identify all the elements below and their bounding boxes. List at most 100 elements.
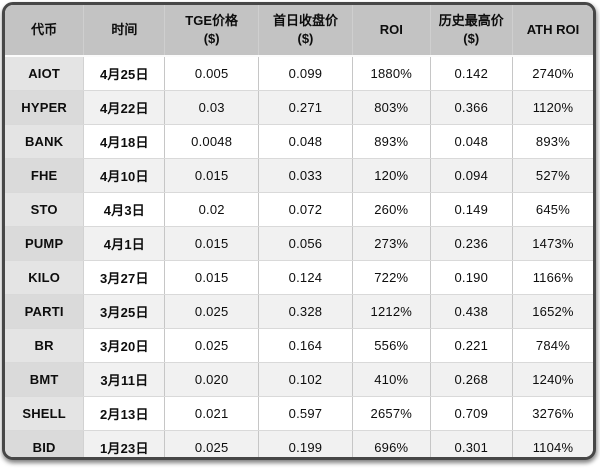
table-cell: 0.015 bbox=[164, 158, 259, 193]
table-cell: 696% bbox=[352, 430, 431, 457]
column-header-4: 首日收盘价 ($) bbox=[258, 5, 353, 57]
table-cell: 2月13日 bbox=[83, 396, 166, 431]
table-cell: 1652% bbox=[512, 294, 593, 329]
table-row-sto: STO 4月3日 0.02 0.072 260% 0.149 645% bbox=[5, 192, 593, 227]
table-cell: 1240% bbox=[512, 362, 593, 397]
table-cell: 0.366 bbox=[430, 90, 513, 125]
table-cell: 0.025 bbox=[164, 430, 259, 457]
table-cell: 0.268 bbox=[430, 362, 513, 397]
table-cell: 0.328 bbox=[258, 294, 353, 329]
table-cell: 0.025 bbox=[164, 294, 259, 329]
table-cell: 1104% bbox=[512, 430, 593, 457]
table-cell: 1月23日 bbox=[83, 430, 166, 457]
table-cell: 410% bbox=[352, 362, 431, 397]
table-cell: 0.164 bbox=[258, 328, 353, 363]
table-cell: 0.02 bbox=[164, 192, 259, 227]
table-row-pump: PUMP 4月1日 0.015 0.056 273% 0.236 1473% bbox=[5, 226, 593, 261]
token-roi-table-card: 代币 时间 TGE价格 ($) 首日收盘价 ($) ROI 历史最高价 ($) ATH RO… bbox=[2, 2, 596, 460]
table-row-parti: PARTI 3月25日 0.025 0.328 1212% 0.438 1652% bbox=[5, 294, 593, 329]
table-cell: 0.709 bbox=[430, 396, 513, 431]
table-cell: 4月18日 bbox=[83, 124, 166, 159]
table-cell: 0.094 bbox=[430, 158, 513, 193]
table-cell: 1212% bbox=[352, 294, 431, 329]
table-cell: 1120% bbox=[512, 90, 593, 125]
table-cell: 0.056 bbox=[258, 226, 353, 261]
table-cell: 0.199 bbox=[258, 430, 353, 457]
column-header-1: 代币 bbox=[5, 5, 85, 57]
table-cell: 0.102 bbox=[258, 362, 353, 397]
table-cell: 0.190 bbox=[430, 260, 513, 295]
table-cell: 0.033 bbox=[258, 158, 353, 193]
table-cell: 273% bbox=[352, 226, 431, 261]
table-cell: 4月22日 bbox=[83, 90, 166, 125]
table-cell: 3月25日 bbox=[83, 294, 166, 329]
header-row: 代币 时间 TGE价格 ($) 首日收盘价 ($) ROI 历史最高价 ($) ATH RO… bbox=[5, 5, 593, 57]
token-name-cell: STO bbox=[5, 192, 85, 227]
table-row-shell: SHELL 2月13日 0.021 0.597 2657% 0.709 3276% bbox=[5, 396, 593, 431]
table-cell: 0.020 bbox=[164, 362, 259, 397]
table-cell: 4月1日 bbox=[83, 226, 166, 261]
column-header-3: TGE价格 ($) bbox=[164, 5, 259, 57]
table-cell: 260% bbox=[352, 192, 431, 227]
table-cell: 120% bbox=[352, 158, 431, 193]
table-cell: 4月25日 bbox=[83, 56, 166, 91]
table-cell: 0.099 bbox=[258, 56, 353, 91]
token-name-cell: BMT bbox=[5, 362, 85, 397]
table-row-fhe: FHE 4月10日 0.015 0.033 120% 0.094 527% bbox=[5, 158, 593, 193]
table-cell: 0.142 bbox=[430, 56, 513, 91]
table-cell: 0.072 bbox=[258, 192, 353, 227]
table-cell: 0.03 bbox=[164, 90, 259, 125]
token-name-cell: BR bbox=[5, 328, 85, 363]
column-header-5: ROI bbox=[352, 5, 431, 57]
token-name-cell: PUMP bbox=[5, 226, 85, 261]
table-cell: 0.0048 bbox=[164, 124, 259, 159]
table-cell: 0.438 bbox=[430, 294, 513, 329]
table-cell: 0.021 bbox=[164, 396, 259, 431]
table-cell: 0.015 bbox=[164, 260, 259, 295]
column-header-6: 历史最高价 ($) bbox=[430, 5, 513, 57]
table-cell: 0.015 bbox=[164, 226, 259, 261]
table-cell: 645% bbox=[512, 192, 593, 227]
table-row-aiot: AIOT 4月25日 0.005 0.099 1880% 0.142 2740% bbox=[5, 56, 593, 91]
table-cell: 1880% bbox=[352, 56, 431, 91]
table-row-kilo: KILO 3月27日 0.015 0.124 722% 0.190 1166% bbox=[5, 260, 593, 295]
table-row-br: BR 3月20日 0.025 0.164 556% 0.221 784% bbox=[5, 328, 593, 363]
table-cell: 556% bbox=[352, 328, 431, 363]
table-cell: 1473% bbox=[512, 226, 593, 261]
table-body: AIOT 4月25日 0.005 0.099 1880% 0.142 2740% HYPER 4… bbox=[5, 56, 593, 457]
table-cell: 803% bbox=[352, 90, 431, 125]
token-name-cell: SHELL bbox=[5, 396, 85, 431]
token-name-cell: AIOT bbox=[5, 56, 85, 91]
table-row-bid: BID 1月23日 0.025 0.199 696% 0.301 1104% bbox=[5, 430, 593, 457]
token-name-cell: FHE bbox=[5, 158, 85, 193]
token-name-cell: BANK bbox=[5, 124, 85, 159]
table-cell: 4月3日 bbox=[83, 192, 166, 227]
table-cell: 0.025 bbox=[164, 328, 259, 363]
table-cell: 0.048 bbox=[430, 124, 513, 159]
column-header-7: ATH ROI bbox=[512, 5, 593, 57]
table-cell: 0.048 bbox=[258, 124, 353, 159]
table-cell: 3月27日 bbox=[83, 260, 166, 295]
table-cell: 0.597 bbox=[258, 396, 353, 431]
token-roi-table: 代币 时间 TGE价格 ($) 首日收盘价 ($) ROI 历史最高价 ($) ATH RO… bbox=[5, 5, 593, 457]
table-cell: 0.124 bbox=[258, 260, 353, 295]
table-row-bmt: BMT 3月11日 0.020 0.102 410% 0.268 1240% bbox=[5, 362, 593, 397]
table-header: 代币 时间 TGE价格 ($) 首日收盘价 ($) ROI 历史最高价 ($) ATH RO… bbox=[5, 5, 593, 57]
table-cell: 0.149 bbox=[430, 192, 513, 227]
table-cell: 893% bbox=[512, 124, 593, 159]
token-name-cell: HYPER bbox=[5, 90, 85, 125]
column-header-2: 时间 bbox=[83, 5, 166, 57]
table-cell: 0.236 bbox=[430, 226, 513, 261]
table-cell: 3276% bbox=[512, 396, 593, 431]
token-name-cell: PARTI bbox=[5, 294, 85, 329]
table-cell: 0.301 bbox=[430, 430, 513, 457]
table-cell: 3月20日 bbox=[83, 328, 166, 363]
table-cell: 722% bbox=[352, 260, 431, 295]
token-name-cell: KILO bbox=[5, 260, 85, 295]
table-row-hyper: HYPER 4月22日 0.03 0.271 803% 0.366 1120% bbox=[5, 90, 593, 125]
table-cell: 2740% bbox=[512, 56, 593, 91]
table-cell: 0.221 bbox=[430, 328, 513, 363]
table-cell: 1166% bbox=[512, 260, 593, 295]
table-cell: 0.005 bbox=[164, 56, 259, 91]
